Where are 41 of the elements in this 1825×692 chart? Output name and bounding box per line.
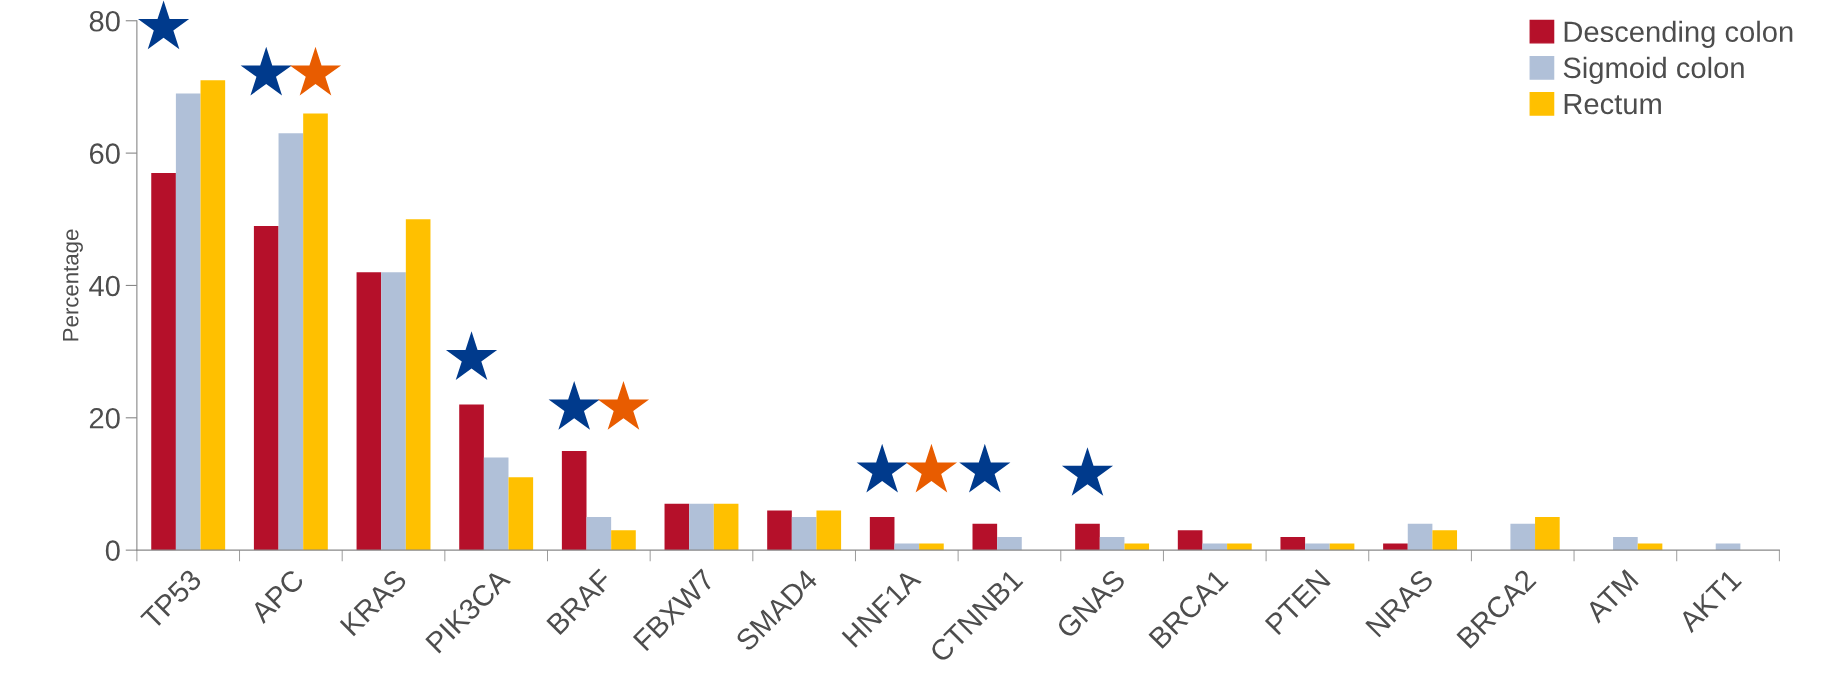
bar [1613,536,1638,551]
bar [200,80,226,551]
bar [869,517,895,551]
bar [508,477,534,551]
y-tick-label: 60 [89,143,120,164]
bar [1535,517,1560,551]
y-tick-label: 0 [105,540,120,561]
bar [1280,536,1306,551]
y-axis-title: Percentage [63,229,83,341]
bar [151,172,176,551]
y-tick-label: 80 [89,10,120,32]
bar [253,225,279,551]
bar [278,133,304,551]
y-tick-label: 20 [89,408,120,429]
bar [303,113,328,551]
bar [405,219,431,551]
bar [1510,523,1536,551]
bar [611,530,636,551]
legend-label: Sigmoid colon [1563,56,1744,84]
bar [1432,530,1458,551]
bar [175,93,201,551]
bar [791,517,817,551]
bar [459,404,484,551]
bar [972,523,998,551]
bar [664,503,690,551]
bar [689,503,714,551]
bar [1177,530,1203,551]
bar [356,272,382,551]
bar [381,272,406,551]
bar [997,536,1022,551]
legend-label: Rectum [1564,93,1661,115]
bar [561,450,587,551]
legend-label: Descending colon [1564,20,1793,48]
bar [1075,523,1100,551]
bar [713,503,739,551]
bar [483,457,509,551]
bar [816,510,842,551]
bar [1407,523,1433,551]
bar [767,510,792,551]
bar [586,517,612,551]
y-tick-label: 40 [89,275,120,297]
